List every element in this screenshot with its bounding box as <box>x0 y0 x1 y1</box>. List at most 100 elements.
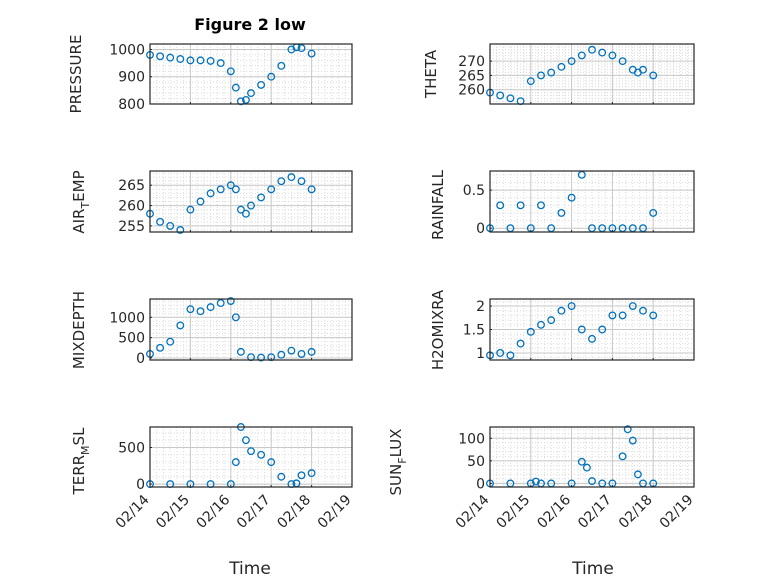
mixdepth-point <box>216 299 225 308</box>
pressure-point <box>307 49 316 58</box>
terr-msl-axis-label: TERRMSL <box>70 427 92 496</box>
terr_msl-point <box>241 436 250 445</box>
air_temp-axes-frame <box>149 170 353 233</box>
mixdepth-ytick-label: 500 <box>118 331 145 347</box>
sun-label-tail: LUX <box>387 429 405 458</box>
air_temp-point <box>206 189 215 198</box>
h2omixra-point <box>567 302 576 310</box>
pressure-ytick-label: 900 <box>118 70 145 86</box>
rainfall-ytick-label: 0.5 <box>463 183 485 199</box>
air_temp-point <box>267 185 276 194</box>
h2omixra-point <box>577 325 586 334</box>
sun_flux-xtick-label: 02/16 <box>534 492 574 532</box>
terr_msl-point <box>267 458 276 467</box>
theta-ytick-label: 265 <box>458 68 485 84</box>
rainfall-point <box>649 208 658 217</box>
mixdepth-point <box>236 347 245 356</box>
air_temp-point <box>257 193 266 202</box>
pressure-point <box>287 45 296 54</box>
sun-label-main: SUN <box>387 464 405 496</box>
theta-axes-frame <box>489 43 695 105</box>
mixdepth-point <box>186 305 195 314</box>
sun_flux-ytick-label: 0 <box>476 476 485 492</box>
theta-axis-label: THETA <box>422 49 440 99</box>
theta-label-text: THETA <box>422 49 440 99</box>
h2omixra-point <box>526 327 535 336</box>
theta-point <box>567 57 576 66</box>
h2omixra-panel: 11.52 <box>463 298 695 362</box>
air_temp-point <box>216 185 225 194</box>
sun_flux-point <box>618 452 627 461</box>
air_temp-point <box>247 201 255 210</box>
theta-point <box>557 62 566 71</box>
pressure-point <box>216 59 225 68</box>
mixdepth-ytick-label: 0 <box>136 351 145 367</box>
h2omixra-point <box>639 306 647 315</box>
pressure-point <box>226 67 235 76</box>
air_temp-point <box>277 177 286 186</box>
air_temp-point <box>236 205 245 214</box>
air_temp-ytick-label: 255 <box>118 219 145 235</box>
h2omixra-point <box>496 349 505 357</box>
theta-point <box>547 68 556 77</box>
figure-title: Figure 2 low <box>194 15 306 34</box>
h2omixra-point <box>537 320 545 329</box>
sun_flux-xtick-label: 02/15 <box>494 492 534 532</box>
pressure-point <box>231 83 240 92</box>
terr_msl-point <box>257 450 266 459</box>
theta-point <box>649 71 658 80</box>
rainfall-point <box>567 193 576 202</box>
terr_msl-xtick-label: 02/15 <box>153 492 193 532</box>
theta-point <box>608 51 617 60</box>
theta-point <box>577 51 586 60</box>
pressure-point <box>186 56 195 65</box>
mixdepth-point <box>297 349 306 358</box>
pressure-point <box>206 56 215 65</box>
pressure-point <box>156 52 165 61</box>
sun_flux-xtick-label: 02/14 <box>453 492 493 532</box>
theta-point <box>506 94 515 103</box>
sun-label-text: SUNFLUX <box>387 429 409 496</box>
air_temp-point <box>176 226 185 234</box>
terr_msl-panel: 0 500 02/14 02/15 02/16 02/17 02/18 02/19 <box>113 423 355 532</box>
h2omixra-point <box>628 302 637 310</box>
pressure-point <box>257 80 266 89</box>
x-axis-label-right: Time <box>571 559 614 579</box>
mixdepth-point <box>176 321 185 330</box>
mixdepth-panel: 0 500 1000 <box>109 297 353 367</box>
rainfall-point <box>516 201 525 210</box>
rainfall-panel: 00.5 <box>463 170 695 237</box>
air_temp-series <box>146 173 316 234</box>
sun_flux-point <box>588 477 596 486</box>
h2omixra-point <box>608 311 617 320</box>
mixdepth-axes-frame <box>149 298 353 361</box>
pressure-point <box>247 89 255 98</box>
sun_flux-axes-frame <box>489 426 695 488</box>
theta-point <box>496 91 505 100</box>
pressure-panel: 800 900 1000 <box>109 42 353 113</box>
sun-flux-axis-label: SUNFLUX <box>387 429 409 496</box>
pressure-point <box>166 53 175 62</box>
air_temp-point <box>166 221 175 230</box>
mixdepth-label-text: MIXDEPTH <box>70 291 88 369</box>
theta-point <box>526 77 535 86</box>
h2omixra-point <box>557 306 566 315</box>
pressure-point <box>176 55 185 63</box>
rainfall-point <box>537 201 545 210</box>
terr-label-text: TERRMSL <box>70 427 92 496</box>
h2omixra-point <box>506 351 515 360</box>
pressure-point <box>241 95 250 104</box>
rainfall-label-text: RAINFALL <box>429 169 447 240</box>
theta-series <box>486 45 658 106</box>
pressure-point <box>267 72 276 81</box>
pressure-series <box>146 43 316 106</box>
theta-ytick-label: 260 <box>458 83 485 99</box>
sun_flux-point <box>531 477 540 486</box>
pressure-point <box>277 61 286 70</box>
mixdepth-point <box>166 337 175 346</box>
theta-point <box>618 57 627 66</box>
air_temp-ytick-label: 265 <box>118 178 145 194</box>
pressure-label-text: PRESSURE <box>67 35 85 114</box>
air_temp-point <box>156 217 165 226</box>
